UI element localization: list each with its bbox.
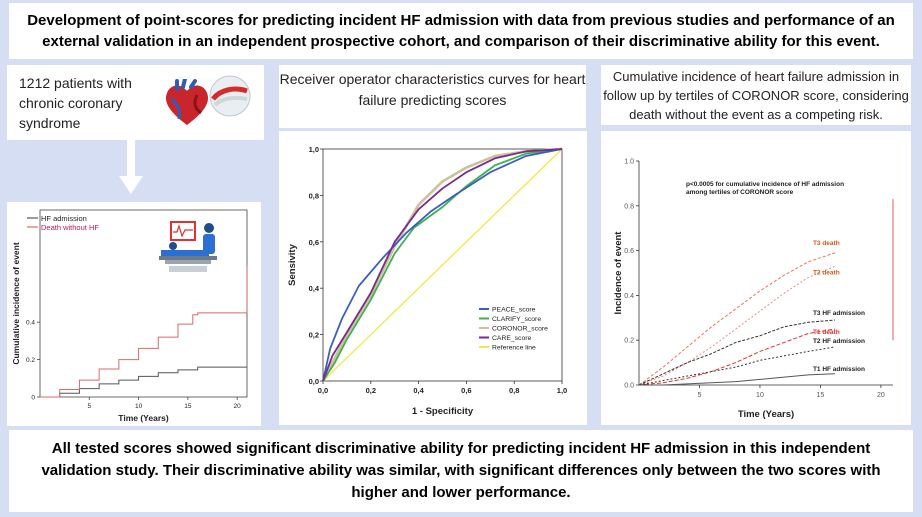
x-tick-label: 1,0 (557, 386, 567, 395)
series-label-t2-hf-admission: T2 HF admission (813, 338, 865, 345)
y-tick-label: 1.0 (624, 159, 634, 166)
series-label-t3-death: T3 death (813, 240, 840, 247)
legend: HF admission Death without HF (27, 214, 99, 232)
legend-label-coronor-score: CORONOR_score (492, 326, 548, 333)
bandage-icon (209, 75, 251, 117)
series-line-t1-hf-admission (639, 373, 835, 386)
legend-label-death: Death without HF (41, 223, 99, 232)
legend-label-reference-line: Reference line (492, 345, 536, 352)
x-tick-label: 5 (87, 403, 91, 410)
x-tick-label: 10 (135, 403, 143, 410)
legend-label-hf: HF admission (41, 214, 87, 223)
y-tick-label: 0,8 (309, 191, 319, 200)
x-tick-label: 20 (234, 403, 242, 410)
x-axis-label: 1 - Specificity (412, 406, 474, 417)
x-tick-label: 5 (698, 392, 702, 399)
series-line-t3-hf-admission (638, 319, 835, 386)
y-tick-label: 0,4 (309, 284, 320, 293)
plot-frame (39, 209, 248, 398)
series-line-care-score (322, 148, 563, 382)
y-tick-label: 0.2 (624, 338, 634, 345)
roc-chart: 0,0 0,2 0,4 0,6 0,8 1,0 0,0 0,2 0,4 0,6 0,8 1,0 1 - … (287, 145, 567, 417)
series-label-t1-death: T1 death (813, 329, 840, 336)
x-tick-label: 10 (756, 392, 764, 399)
cif-chart: 0.0 0.2 0.4 0.6 0.8 1.0 5 10 15 20 Time (Years) Inc… (613, 159, 894, 420)
y-tick-label: 0.8 (624, 203, 634, 210)
legend-label-care-score: CARE_score (492, 335, 532, 342)
cohort-panel: 1212 patients with chronic coronary synd… (7, 65, 264, 140)
y-axis-label: Sensivity (287, 243, 298, 285)
series-line-hf-admission (40, 366, 247, 398)
series-line-reference-line (322, 148, 563, 382)
cumulative-incidence-chart: 0 0.2 0.4 5 10 15 20 Time (Years) Cumulative inc… (11, 209, 248, 423)
y-tick-label: 0,0 (309, 377, 319, 386)
x-tick-label: 15 (817, 392, 825, 399)
x-tick-label: 0,4 (413, 386, 424, 395)
roc-chart-panel: 0,0 0,2 0,4 0,6 0,8 1,0 0,0 0,2 0,4 0,6 0,8 1,0 1 - … (279, 131, 587, 425)
cif-panel-title: Cumulative incidence of heart failure ad… (601, 65, 911, 125)
series-line-coronor-score (321, 147, 563, 382)
series-label-t1-hf-admission: T1 HF admission (813, 366, 865, 373)
y-tick-label: 0.4 (26, 320, 35, 327)
graphical-abstract-title: Development of point-scores for predicti… (9, 3, 913, 59)
cohort-description: 1212 patients with chronic coronary synd… (19, 75, 132, 131)
conclusion-text: All tested scores showed significant dis… (9, 430, 913, 512)
y-tick-label: 1,0 (309, 145, 319, 154)
y-tick-label: 0 (31, 395, 35, 402)
x-axis-label: Time (Years) (118, 413, 169, 423)
y-axis-label: Cumulative incidence of event (11, 242, 21, 365)
heart-icon (165, 79, 209, 125)
y-tick-label: 0.2 (26, 357, 35, 364)
patient-bed-icon (159, 221, 217, 272)
series-line-clarify-score (322, 148, 563, 382)
x-tick-label: 0,6 (461, 386, 471, 395)
series-label-t2-death: T2 death (813, 269, 840, 276)
y-tick-label: 0,6 (309, 238, 319, 247)
series-label-t3-hf-admission: T3 HF admission (813, 310, 865, 317)
y-tick-label: 0.6 (624, 248, 634, 255)
p-value-annotation: p<0.0005 for cumulative incidence of HF … (686, 181, 844, 196)
x-tick-label: 0,0 (318, 386, 328, 395)
down-arrow-icon (119, 140, 143, 194)
series-line-t2-hf-admission (638, 346, 836, 386)
y-axis-label: Incidence of event (613, 231, 624, 315)
x-tick-label: 20 (877, 392, 885, 399)
legend-label-clarify-score: CLARIFY_score (492, 316, 541, 323)
series-line-death-without-hf (40, 312, 247, 398)
x-tick-label: 0,8 (509, 386, 519, 395)
x-tick-label: 15 (184, 403, 192, 410)
series-line-t1-death (638, 328, 836, 386)
roc-panel-title: Receiver operator characteristics curves… (279, 65, 586, 128)
y-tick-label: 0,2 (309, 331, 319, 340)
x-tick-label: 0,2 (366, 386, 376, 395)
x-axis-label: Time (Years) (738, 409, 794, 420)
legend-label-peace-score: PEACE_score (492, 307, 536, 314)
cif-chart-panel: 0.0 0.2 0.4 0.6 0.8 1.0 5 10 15 20 Time (Years) Inc… (601, 131, 911, 425)
legend: PEACE_score CLARIFY_score CORONOR_score CAR… (479, 307, 548, 352)
series-line-t3-death (638, 252, 836, 386)
cumulative-incidence-chart-panel: 0 0.2 0.4 5 10 15 20 Time (Years) Cumulative inc… (7, 202, 261, 426)
series-line-peace-score (322, 148, 563, 382)
y-tick-label: 0.0 (624, 383, 634, 390)
series-line-t2-death (638, 265, 836, 386)
y-tick-label: 0.4 (624, 293, 634, 300)
